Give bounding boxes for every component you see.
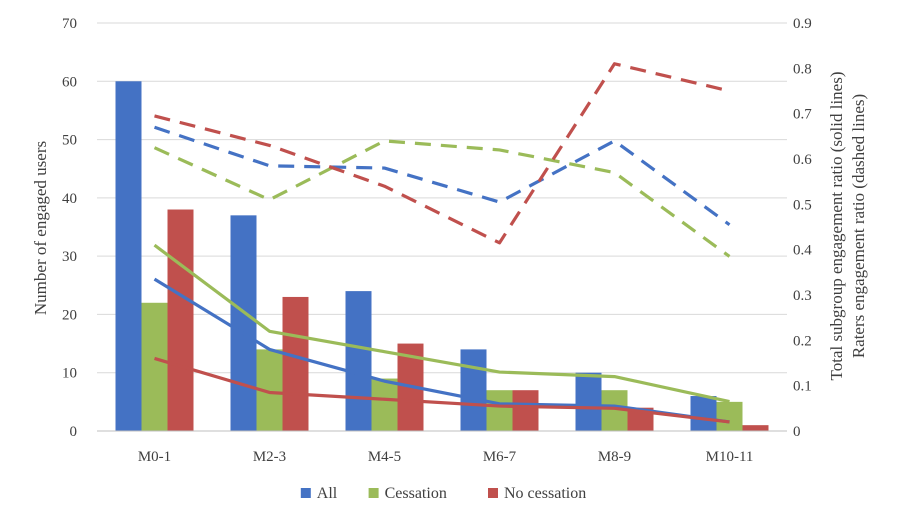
legend-swatch <box>368 488 379 498</box>
bar-cessation <box>486 390 513 431</box>
legend: All Cessation No cessation <box>300 485 586 502</box>
axes: 0 10 20 30 40 50 60 70 0 0.1 0.2 0.3 0.4 0.5 0.6 0.7 0.8… <box>62 16 812 465</box>
solid-line-2 <box>154 356 730 424</box>
y-left-tick-label: 70 <box>62 16 77 32</box>
legend-swatch <box>300 488 311 498</box>
y-left-tick-label: 60 <box>62 74 77 90</box>
bar-no-cessation <box>282 296 309 431</box>
dashed-line-2 <box>154 62 730 245</box>
legend-swatch <box>488 488 498 498</box>
bar-no-cessation <box>512 390 539 431</box>
y-axis-left-title: Number of engaged users <box>31 141 50 315</box>
gridlines <box>97 22 787 374</box>
y-right-tick-label: 0.7 <box>793 107 812 123</box>
bar-no-cessation <box>167 209 194 431</box>
y-right-tick-label: 0.9 <box>793 16 812 32</box>
x-tick-label: M0-1 <box>138 449 171 465</box>
x-tick-label: M6-7 <box>483 449 517 465</box>
lines <box>153 62 731 424</box>
y-right-tick-label: 0.3 <box>793 288 812 304</box>
y-axis-right-title-line2: Raters engagement ratio (dashed lines) <box>849 94 868 358</box>
bar-all <box>345 291 372 431</box>
y-left-tick-label: 10 <box>62 366 77 382</box>
dashed-line-0 <box>153 125 731 227</box>
x-tick-label: M4-5 <box>368 449 401 465</box>
y-right-tick-label: 0 <box>793 424 801 440</box>
bar-cessation <box>371 378 398 431</box>
y-left-tick-label: 50 <box>62 133 77 149</box>
bar-all <box>575 372 602 431</box>
bar-all <box>230 215 257 431</box>
bar-all <box>460 349 487 431</box>
x-tick-label: M8-9 <box>598 449 631 465</box>
dashed-line-1 <box>153 139 731 258</box>
bar-cessation <box>716 401 743 431</box>
bar-all <box>115 81 142 432</box>
bar-no-cessation <box>742 425 769 431</box>
y-right-tick-label: 0.4 <box>793 243 812 259</box>
y-right-tick-label: 0.8 <box>793 61 812 77</box>
solid-line-0 <box>153 277 730 424</box>
x-tick-label: M10-11 <box>706 449 754 465</box>
y-axis-right-title-line1: Total subgroup engagement ratio (solid l… <box>827 72 846 381</box>
legend-label: All <box>317 485 338 502</box>
y-right-tick-label: 0.5 <box>793 197 812 213</box>
y-left-tick-label: 40 <box>62 191 77 207</box>
bar-all <box>690 396 717 431</box>
x-tick-label: M2-3 <box>253 449 286 465</box>
legend-label: No cessation <box>504 485 586 502</box>
y-left-tick-label: 30 <box>62 249 77 265</box>
y-right-tick-label: 0.2 <box>793 333 812 349</box>
bars <box>115 81 769 432</box>
solid-line-1 <box>153 243 730 404</box>
y-right-tick-label: 0.6 <box>793 152 812 168</box>
y-left-tick-label: 0 <box>70 424 78 440</box>
y-right-tick-label: 0.1 <box>793 379 812 395</box>
legend-label: Cessation <box>385 485 447 502</box>
bar-cessation <box>141 302 168 431</box>
y-left-tick-label: 20 <box>62 307 77 323</box>
